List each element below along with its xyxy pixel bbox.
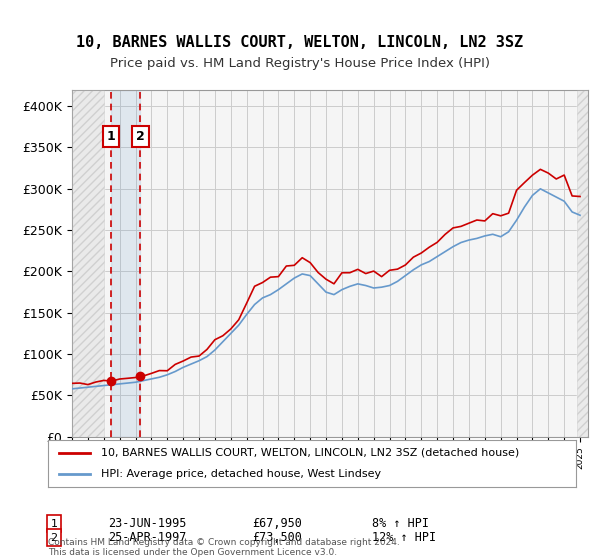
Bar	[577, 90, 588, 437]
Text: 25-APR-1997: 25-APR-1997	[108, 531, 187, 544]
Bar	[72, 90, 104, 437]
Bar	[577, 90, 588, 437]
Text: 23-JUN-1995: 23-JUN-1995	[108, 517, 187, 530]
Text: £73,500: £73,500	[252, 531, 302, 544]
Text: 12% ↑ HPI: 12% ↑ HPI	[372, 531, 436, 544]
Text: 2: 2	[136, 130, 145, 143]
Text: £67,950: £67,950	[252, 517, 302, 530]
Text: 1: 1	[107, 130, 116, 143]
Text: 10, BARNES WALLIS COURT, WELTON, LINCOLN, LN2 3SZ (detached house): 10, BARNES WALLIS COURT, WELTON, LINCOLN…	[101, 448, 519, 458]
Text: Price paid vs. HM Land Registry's House Price Index (HPI): Price paid vs. HM Land Registry's House …	[110, 57, 490, 70]
Bar	[111, 90, 140, 437]
Text: HPI: Average price, detached house, West Lindsey: HPI: Average price, detached house, West…	[101, 469, 381, 479]
Text: 1: 1	[50, 519, 58, 529]
Text: Contains HM Land Registry data © Crown copyright and database right 2024.
This d: Contains HM Land Registry data © Crown c…	[48, 538, 400, 557]
Text: 8% ↑ HPI: 8% ↑ HPI	[372, 517, 429, 530]
Text: 10, BARNES WALLIS COURT, WELTON, LINCOLN, LN2 3SZ: 10, BARNES WALLIS COURT, WELTON, LINCOLN…	[76, 35, 524, 50]
Bar	[72, 90, 104, 437]
Text: 2: 2	[50, 533, 58, 543]
